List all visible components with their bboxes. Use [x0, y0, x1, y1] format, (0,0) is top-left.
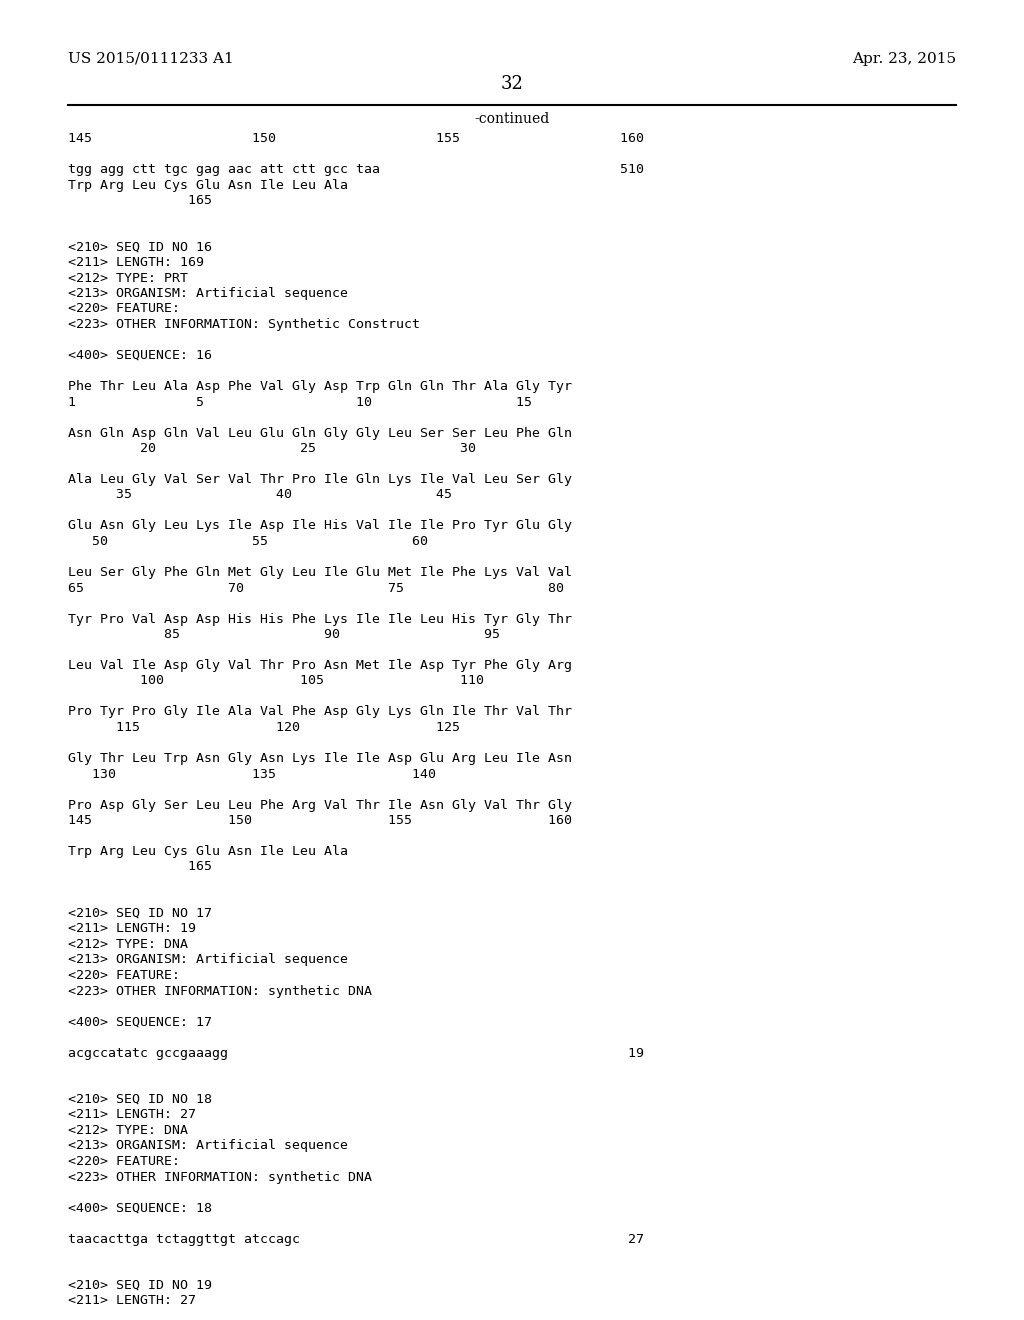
Text: 35                  40                  45: 35 40 45 — [68, 488, 452, 502]
Text: 145                    150                    155                    160: 145 150 155 160 — [68, 132, 644, 145]
Text: <400> SEQUENCE: 16: <400> SEQUENCE: 16 — [68, 348, 212, 362]
Text: 145                 150                 155                 160: 145 150 155 160 — [68, 814, 572, 828]
Text: US 2015/0111233 A1: US 2015/0111233 A1 — [68, 51, 233, 66]
Text: <210> SEQ ID NO 17: <210> SEQ ID NO 17 — [68, 907, 212, 920]
Text: 165: 165 — [68, 861, 212, 874]
Text: 65                  70                  75                  80: 65 70 75 80 — [68, 582, 564, 594]
Text: 20                  25                  30: 20 25 30 — [68, 442, 476, 455]
Text: <210> SEQ ID NO 16: <210> SEQ ID NO 16 — [68, 240, 212, 253]
Text: Ala Leu Gly Val Ser Val Thr Pro Ile Gln Lys Ile Val Leu Ser Gly: Ala Leu Gly Val Ser Val Thr Pro Ile Gln … — [68, 473, 572, 486]
Text: Trp Arg Leu Cys Glu Asn Ile Leu Ala: Trp Arg Leu Cys Glu Asn Ile Leu Ala — [68, 178, 348, 191]
Text: <213> ORGANISM: Artificial sequence: <213> ORGANISM: Artificial sequence — [68, 1139, 348, 1152]
Text: 50                  55                  60: 50 55 60 — [68, 535, 428, 548]
Text: 165: 165 — [68, 194, 212, 207]
Text: <220> FEATURE:: <220> FEATURE: — [68, 969, 180, 982]
Text: <211> LENGTH: 169: <211> LENGTH: 169 — [68, 256, 204, 269]
Text: <211> LENGTH: 27: <211> LENGTH: 27 — [68, 1295, 196, 1308]
Text: Asn Gln Asp Gln Val Leu Glu Gln Gly Gly Leu Ser Ser Leu Phe Gln: Asn Gln Asp Gln Val Leu Glu Gln Gly Gly … — [68, 426, 572, 440]
Text: 100                 105                 110: 100 105 110 — [68, 675, 484, 688]
Text: 85                  90                  95: 85 90 95 — [68, 628, 500, 642]
Text: <211> LENGTH: 19: <211> LENGTH: 19 — [68, 923, 196, 936]
Text: <211> LENGTH: 27: <211> LENGTH: 27 — [68, 1109, 196, 1122]
Text: <213> ORGANISM: Artificial sequence: <213> ORGANISM: Artificial sequence — [68, 953, 348, 966]
Text: 130                 135                 140: 130 135 140 — [68, 767, 436, 780]
Text: <210> SEQ ID NO 19: <210> SEQ ID NO 19 — [68, 1279, 212, 1292]
Text: Pro Asp Gly Ser Leu Leu Phe Arg Val Thr Ile Asn Gly Val Thr Gly: Pro Asp Gly Ser Leu Leu Phe Arg Val Thr … — [68, 799, 572, 812]
Text: Leu Ser Gly Phe Gln Met Gly Leu Ile Glu Met Ile Phe Lys Val Val: Leu Ser Gly Phe Gln Met Gly Leu Ile Glu … — [68, 566, 572, 579]
Text: <213> ORGANISM: Artificial sequence: <213> ORGANISM: Artificial sequence — [68, 286, 348, 300]
Text: Leu Val Ile Asp Gly Val Thr Pro Asn Met Ile Asp Tyr Phe Gly Arg: Leu Val Ile Asp Gly Val Thr Pro Asn Met … — [68, 659, 572, 672]
Text: taacacttga tctaggttgt atccagc                                         27: taacacttga tctaggttgt atccagc 27 — [68, 1233, 644, 1246]
Text: Apr. 23, 2015: Apr. 23, 2015 — [852, 51, 956, 66]
Text: <212> TYPE: PRT: <212> TYPE: PRT — [68, 272, 188, 285]
Text: <212> TYPE: DNA: <212> TYPE: DNA — [68, 939, 188, 950]
Text: 115                 120                 125: 115 120 125 — [68, 721, 460, 734]
Text: <220> FEATURE:: <220> FEATURE: — [68, 1155, 180, 1168]
Text: 1               5                   10                  15: 1 5 10 15 — [68, 396, 532, 408]
Text: <400> SEQUENCE: 18: <400> SEQUENCE: 18 — [68, 1201, 212, 1214]
Text: <210> SEQ ID NO 18: <210> SEQ ID NO 18 — [68, 1093, 212, 1106]
Text: <223> OTHER INFORMATION: synthetic DNA: <223> OTHER INFORMATION: synthetic DNA — [68, 985, 372, 998]
Text: Pro Tyr Pro Gly Ile Ala Val Phe Asp Gly Lys Gln Ile Thr Val Thr: Pro Tyr Pro Gly Ile Ala Val Phe Asp Gly … — [68, 705, 572, 718]
Text: Trp Arg Leu Cys Glu Asn Ile Leu Ala: Trp Arg Leu Cys Glu Asn Ile Leu Ala — [68, 845, 348, 858]
Text: Glu Asn Gly Leu Lys Ile Asp Ile His Val Ile Ile Pro Tyr Glu Gly: Glu Asn Gly Leu Lys Ile Asp Ile His Val … — [68, 520, 572, 532]
Text: Gly Thr Leu Trp Asn Gly Asn Lys Ile Ile Asp Glu Arg Leu Ile Asn: Gly Thr Leu Trp Asn Gly Asn Lys Ile Ile … — [68, 752, 572, 766]
Text: <223> OTHER INFORMATION: synthetic DNA: <223> OTHER INFORMATION: synthetic DNA — [68, 1171, 372, 1184]
Text: <220> FEATURE:: <220> FEATURE: — [68, 302, 180, 315]
Text: <223> OTHER INFORMATION: Synthetic Construct: <223> OTHER INFORMATION: Synthetic Const… — [68, 318, 420, 331]
Text: Tyr Pro Val Asp Asp His His Phe Lys Ile Ile Leu His Tyr Gly Thr: Tyr Pro Val Asp Asp His His Phe Lys Ile … — [68, 612, 572, 626]
Text: 32: 32 — [501, 75, 523, 92]
Text: -continued: -continued — [474, 112, 550, 125]
Text: <212> TYPE: DNA: <212> TYPE: DNA — [68, 1125, 188, 1137]
Text: Phe Thr Leu Ala Asp Phe Val Gly Asp Trp Gln Gln Thr Ala Gly Tyr: Phe Thr Leu Ala Asp Phe Val Gly Asp Trp … — [68, 380, 572, 393]
Text: acgccatatc gccgaaagg                                                  19: acgccatatc gccgaaagg 19 — [68, 1047, 644, 1060]
Text: <400> SEQUENCE: 17: <400> SEQUENCE: 17 — [68, 1015, 212, 1028]
Text: tgg agg ctt tgc gag aac att ctt gcc taa                              510: tgg agg ctt tgc gag aac att ctt gcc taa … — [68, 162, 644, 176]
